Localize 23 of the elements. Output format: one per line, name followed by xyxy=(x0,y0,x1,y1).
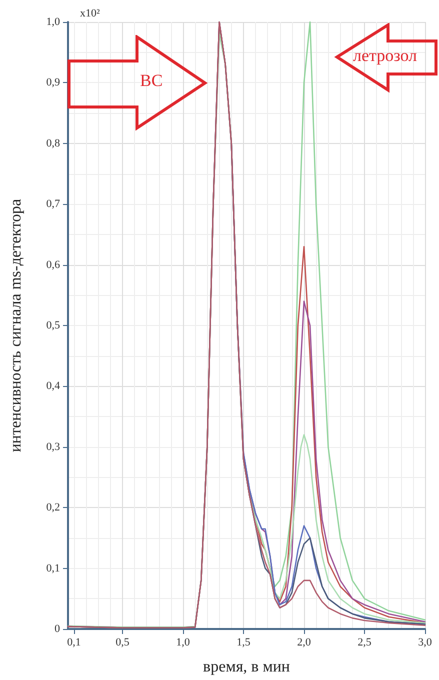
y-tick-label: 0,7 xyxy=(46,198,60,210)
y-tick-label: 0,8 xyxy=(46,137,60,150)
x-tick-label: 2,0 xyxy=(297,636,312,648)
y-tick-label: 0,3 xyxy=(46,440,60,453)
text: x10² xyxy=(80,8,100,20)
y-axis-title: интенсивность сигнала ms-детектора xyxy=(8,198,24,452)
x-axis-title: время, в мин xyxy=(203,658,290,676)
x-tick-label: 3,0 xyxy=(418,636,432,648)
y-tick-label: 0,2 xyxy=(46,502,60,514)
y-tick-label: 1,0 xyxy=(46,16,60,28)
x-tick-label: 0,5 xyxy=(116,636,130,648)
y-tick-label: 0,5 xyxy=(46,320,60,332)
annotation: ВС xyxy=(140,71,163,90)
y-tick-label: 0 xyxy=(54,623,60,635)
x-tick-label: 2,5 xyxy=(358,636,372,648)
y-tick-label: 0,4 xyxy=(46,380,60,392)
y-tick-label: 0,1 xyxy=(46,562,60,574)
x-tick-label: 1,0 xyxy=(176,636,190,648)
y-tick-label: 0,9 xyxy=(46,76,60,89)
annotation: летрозол xyxy=(353,46,418,65)
y-tick-label: 0,6 xyxy=(46,258,60,271)
x-tick-label: 1,5 xyxy=(236,636,251,648)
x-tick-label: 0,1 xyxy=(67,636,81,648)
